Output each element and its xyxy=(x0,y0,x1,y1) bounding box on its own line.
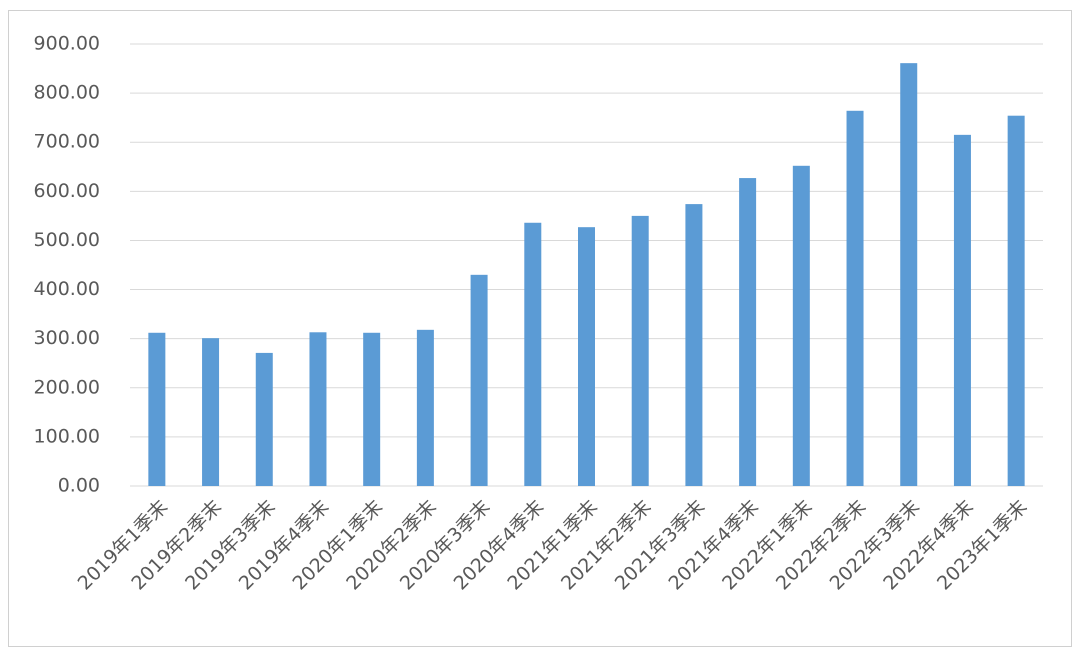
y-tick-label: 100.00 xyxy=(34,425,100,447)
bar xyxy=(953,134,971,486)
y-tick-label: 0.00 xyxy=(58,475,100,497)
bar xyxy=(416,329,434,486)
bar xyxy=(578,227,595,486)
bar xyxy=(363,332,381,486)
y-tick-label: 500.00 xyxy=(34,229,100,251)
bar xyxy=(202,338,220,486)
bar xyxy=(255,352,273,486)
bar xyxy=(900,63,918,487)
y-tick-label: 300.00 xyxy=(34,327,100,349)
bar xyxy=(685,204,703,486)
y-tick-label: 400.00 xyxy=(34,278,100,300)
y-tick-label: 600.00 xyxy=(34,180,100,202)
bar xyxy=(1007,115,1025,487)
bar xyxy=(470,274,488,486)
y-tick-label: 200.00 xyxy=(34,376,100,398)
y-tick-label: 900.00 xyxy=(34,33,100,55)
bar xyxy=(309,332,327,486)
y-tick-label: 700.00 xyxy=(34,131,100,153)
bar xyxy=(631,215,649,486)
bar xyxy=(148,332,166,486)
bar xyxy=(846,110,864,487)
bar xyxy=(792,165,810,486)
bar xyxy=(739,178,757,486)
bar xyxy=(524,222,542,486)
y-tick-label: 800.00 xyxy=(34,82,100,104)
